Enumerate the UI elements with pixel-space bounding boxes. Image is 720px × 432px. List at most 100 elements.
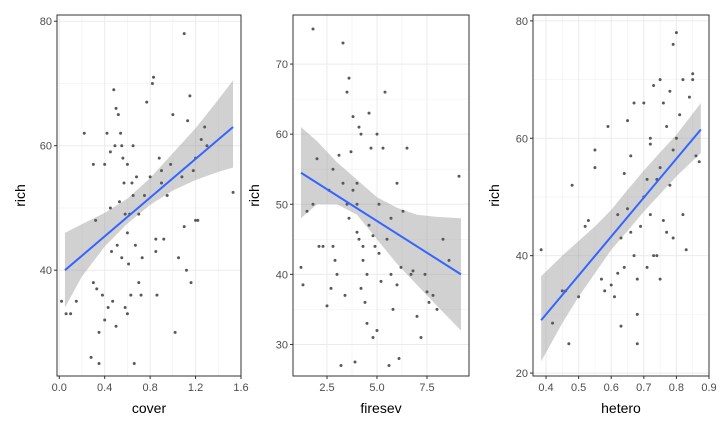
data-point: [122, 181, 126, 185]
x-tick-label: 0.6: [604, 382, 619, 394]
data-point: [154, 250, 158, 254]
data-point: [74, 299, 78, 303]
data-point: [231, 190, 235, 194]
data-point: [622, 265, 626, 269]
data-point: [365, 272, 369, 276]
x-tick-label: 0.7: [636, 382, 651, 394]
data-point: [150, 81, 154, 85]
data-point: [108, 206, 112, 210]
data-point: [97, 362, 101, 366]
data-point: [375, 328, 379, 332]
panel-border: [56, 14, 242, 377]
data-point: [127, 262, 131, 266]
x-tick-label: 5.0: [369, 382, 384, 394]
y-tick-label: 20: [516, 368, 528, 380]
data-point: [681, 213, 685, 217]
data-point: [129, 293, 133, 297]
data-point: [365, 321, 369, 325]
data-point: [691, 72, 695, 76]
data-point: [315, 157, 319, 161]
data-point: [131, 144, 135, 148]
data-point: [311, 202, 315, 206]
data-point: [583, 224, 587, 228]
x-tick-label: 1.2: [188, 382, 203, 394]
x-tick-label: 0.0: [52, 382, 67, 394]
data-point: [165, 194, 169, 197]
data-point: [333, 258, 337, 262]
y-tick-label: 60: [516, 133, 528, 145]
data-point: [94, 218, 98, 222]
data-point: [674, 136, 678, 140]
data-point: [131, 194, 135, 197]
data-point: [194, 218, 198, 222]
data-point: [335, 272, 339, 276]
x-tick-label: 7.5: [419, 382, 434, 394]
data-point: [97, 330, 101, 334]
data-point: [89, 355, 93, 359]
data-point: [383, 90, 387, 94]
data-point: [671, 236, 675, 240]
data-point: [91, 162, 95, 166]
data-point: [567, 342, 571, 346]
data-point: [668, 89, 672, 93]
data-point: [114, 106, 118, 110]
panel-firesev: 2.5 5.0 7.5 30 40 50 60 70 firesev rich: [246, 14, 470, 416]
data-point: [626, 207, 630, 211]
data-point: [139, 293, 143, 297]
data-point: [95, 287, 99, 291]
data-point: [182, 32, 186, 36]
data-point: [69, 312, 73, 316]
data-point: [361, 258, 365, 262]
data-point: [337, 153, 341, 157]
data-point: [135, 175, 139, 179]
data-point: [359, 286, 363, 290]
data-point: [203, 125, 207, 129]
y-axis-title: rich: [246, 184, 262, 207]
data-point: [186, 119, 190, 123]
y-tick-label: 40: [40, 265, 52, 277]
data-point: [606, 125, 610, 129]
data-point: [347, 76, 351, 80]
data-point: [329, 286, 333, 290]
data-point: [642, 101, 646, 105]
data-point: [431, 293, 435, 297]
data-point: [539, 248, 543, 252]
data-point: [64, 312, 68, 316]
data-point: [142, 194, 146, 197]
y-tick-label: 30: [276, 339, 288, 351]
data-point: [379, 279, 383, 283]
data-point: [355, 230, 359, 234]
x-tick-label: 0.5: [571, 382, 586, 394]
data-point: [687, 95, 691, 99]
data-point: [619, 236, 623, 240]
data-point: [671, 42, 675, 46]
data-point: [697, 160, 701, 164]
data-point: [435, 307, 439, 311]
data-point: [91, 281, 95, 285]
data-point: [645, 265, 649, 269]
data-point: [381, 146, 385, 150]
data-point: [162, 237, 166, 241]
data-point: [125, 162, 129, 166]
data-point: [423, 272, 427, 276]
data-point: [199, 137, 203, 141]
y-tick-label: 70: [276, 59, 288, 71]
data-point: [603, 289, 607, 293]
data-point: [367, 111, 371, 115]
data-point: [114, 324, 118, 328]
data-point: [616, 271, 620, 275]
data-point: [115, 243, 119, 247]
x-axis-title: cover: [132, 400, 167, 416]
data-point: [169, 162, 173, 166]
data-point: [593, 166, 597, 170]
data-point: [171, 113, 175, 117]
data-point: [671, 148, 675, 152]
data-point: [145, 100, 149, 104]
data-point: [154, 237, 158, 241]
data-point: [635, 277, 639, 281]
data-point: [343, 293, 347, 297]
data-point: [652, 83, 656, 87]
x-axis-title: firesev: [360, 400, 401, 416]
data-point: [425, 290, 429, 294]
